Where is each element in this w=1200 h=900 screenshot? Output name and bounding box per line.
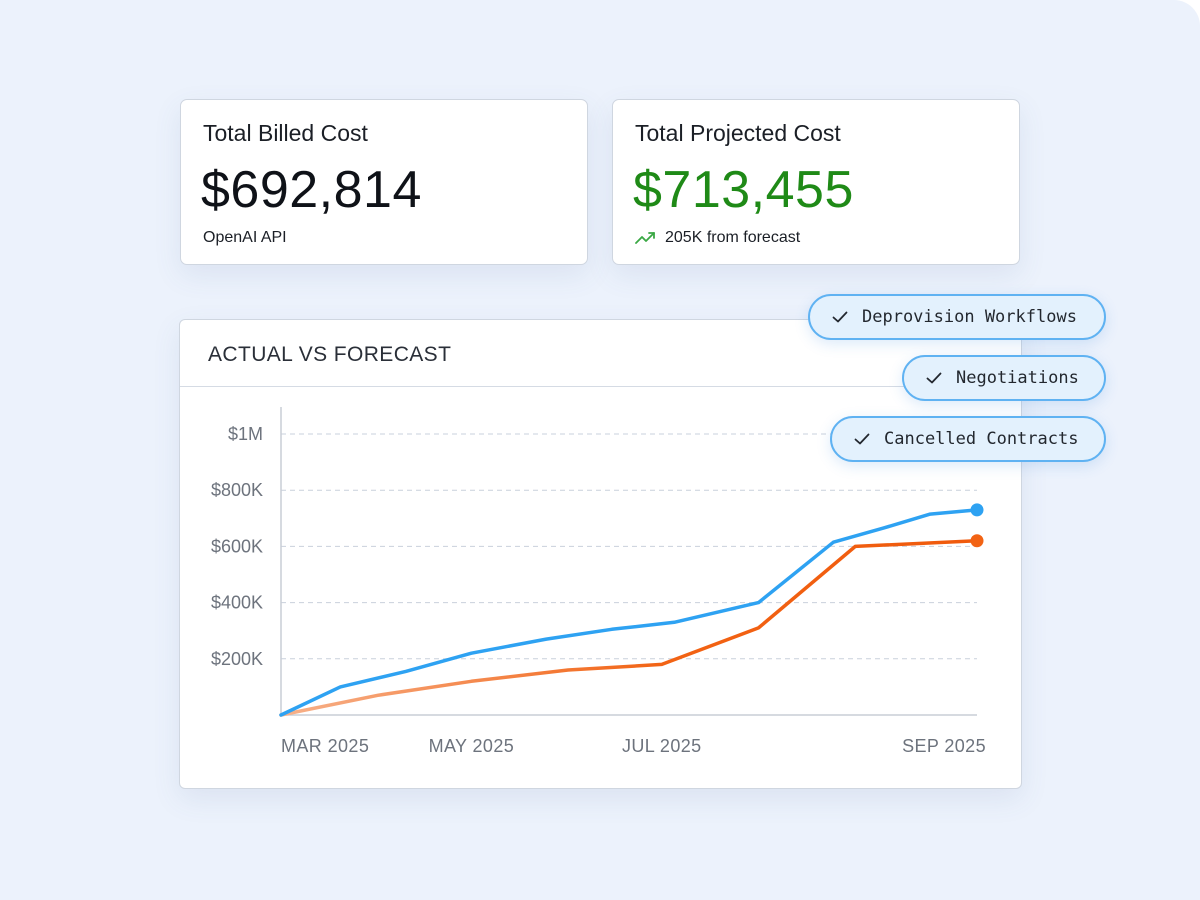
y-tick-label: $400K — [211, 593, 263, 613]
chip-label: Cancelled Contracts — [884, 429, 1079, 449]
actual-series-endpoint — [970, 503, 984, 517]
chip-label: Negotiations — [956, 368, 1079, 388]
x-tick-label: MAY 2025 — [429, 736, 515, 756]
billed-cost-value: $692,814 — [201, 161, 422, 219]
projected-cost-value: $713,455 — [633, 161, 854, 219]
card-title: Total Projected Cost — [635, 120, 841, 146]
card-title: Total Billed Cost — [203, 120, 368, 146]
check-icon — [926, 372, 942, 384]
chart-header: ACTUAL VS FORECAST — [180, 320, 1021, 387]
provider-label: OpenAI API — [203, 229, 287, 246]
check-icon — [832, 311, 848, 323]
chip-cancelled-contracts[interactable]: Cancelled Contracts — [830, 416, 1106, 462]
actual-series-line — [279, 508, 979, 717]
y-tick-label: $800K — [211, 480, 263, 500]
y-tick-label: $1M — [228, 424, 263, 444]
y-tick-label: $600K — [211, 536, 263, 556]
chart-title: ACTUAL VS FORECAST — [208, 343, 452, 366]
actual-vs-forecast-chart-card: ACTUAL VS FORECAST $200K $400K $600K $800K $… — [179, 319, 1022, 789]
x-tick-label: SEP 2025 — [902, 736, 986, 756]
check-icon — [854, 433, 870, 445]
total-billed-cost-card: Total Billed Cost $692,814 OpenAI API — [180, 99, 588, 265]
x-tick-label: JUL 2025 — [622, 736, 702, 756]
chip-label: Deprovision Workflows — [862, 307, 1077, 327]
forecast-series-endpoint — [970, 534, 984, 548]
forecast-delta-text: 205K from forecast — [665, 229, 801, 246]
forecast-series-line — [279, 539, 979, 717]
line-chart: $200K $400K $600K $800K $1M MAR 2025 MAY 2025 J… — [211, 407, 986, 756]
trending-up-icon — [635, 231, 657, 245]
chip-deprovision-workflows[interactable]: Deprovision Workflows — [808, 294, 1106, 340]
forecast-delta: 205K from forecast — [635, 229, 800, 247]
chip-negotiations[interactable]: Negotiations — [902, 355, 1106, 401]
y-tick-label: $200K — [211, 649, 263, 669]
x-tick-label: MAR 2025 — [281, 736, 369, 756]
total-projected-cost-card: Total Projected Cost $713,455 205K from … — [612, 99, 1020, 265]
